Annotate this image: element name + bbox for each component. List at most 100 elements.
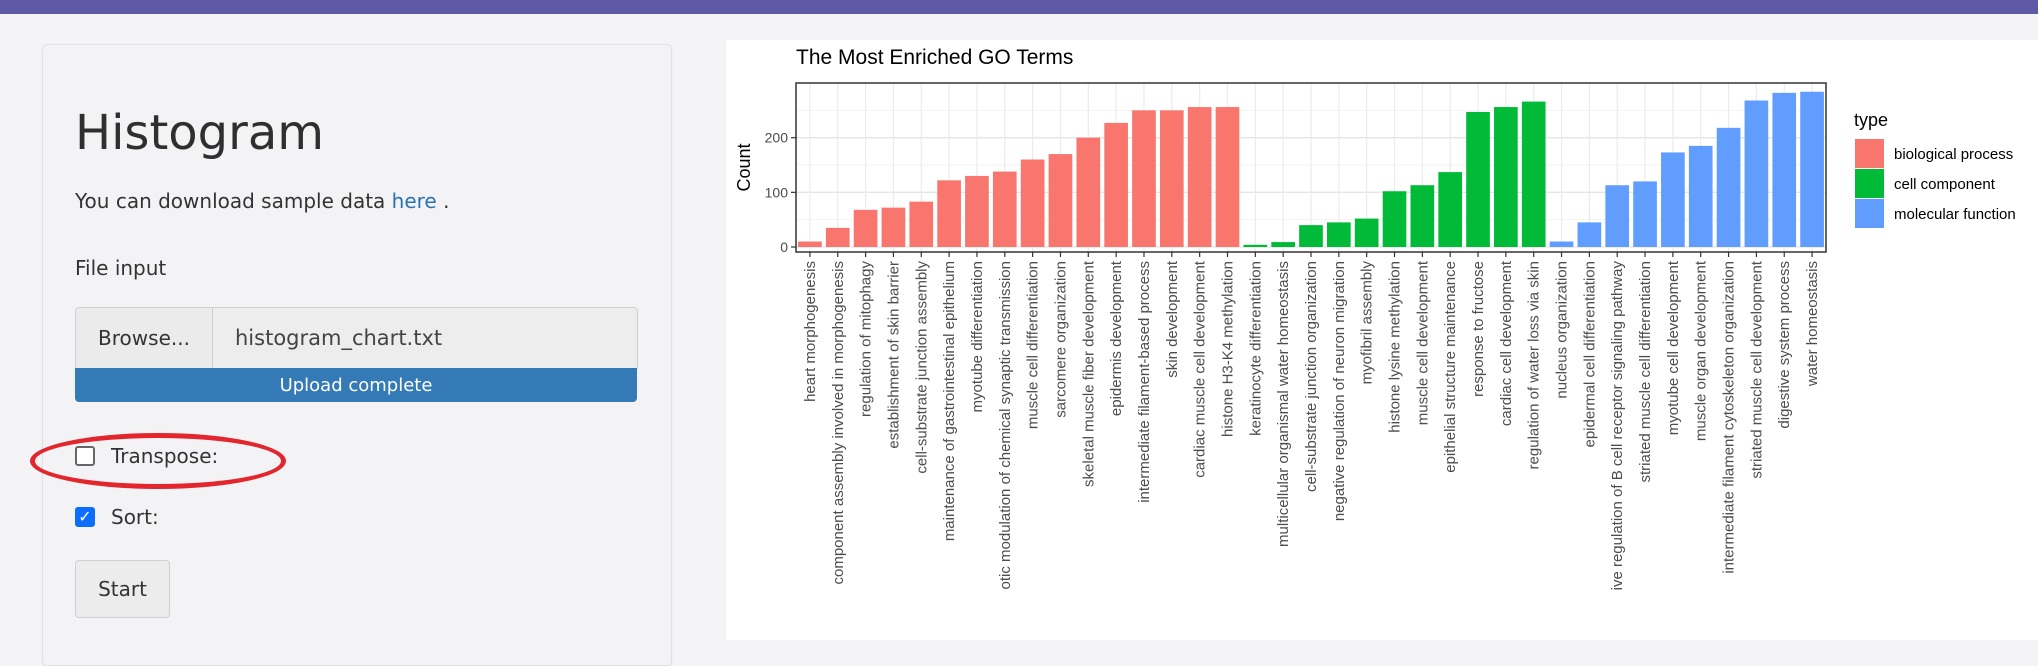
x-tick-label: ive regulation of B cell receptor signal… <box>1609 261 1626 591</box>
bar <box>1104 122 1128 247</box>
x-tick-label: muscle cell development <box>1414 260 1431 425</box>
bar <box>1048 154 1073 247</box>
sort-checkbox-row[interactable]: ✓ Sort: <box>75 505 159 529</box>
highlight-ellipse <box>30 433 286 489</box>
bar <box>1688 145 1713 247</box>
x-tick-label: epidermis development <box>1108 260 1125 416</box>
bar <box>1410 185 1435 247</box>
bar <box>1354 218 1379 247</box>
go-terms-bar-chart: 0 100 200 Count heart morphogenesis component… <box>734 82 2016 591</box>
download-link[interactable]: here <box>391 189 437 213</box>
x-tick-label: epithelial structure maintenance <box>1442 261 1459 473</box>
x-tick-label: muscle cell differentiation <box>1025 261 1042 429</box>
bar <box>1271 242 1295 247</box>
x-tick-label: skin development <box>1164 260 1181 378</box>
x-tick-label: muscle organ development <box>1693 260 1710 441</box>
x-tick-label: water homeostasis <box>1804 261 1821 387</box>
bar <box>909 201 934 247</box>
file-name-field[interactable]: histogram_chart.txt <box>235 326 443 350</box>
bar <box>1494 107 1518 247</box>
x-tick-label: cell-substrate junction assembly <box>913 261 930 474</box>
bar <box>992 171 1017 247</box>
upload-progress-bar: Upload complete <box>75 368 637 402</box>
x-tick-label: establishment of skin barrier <box>885 261 902 449</box>
x-tick-label: regulation of mitophagy <box>858 261 875 417</box>
x-tick-label: heart morphogenesis <box>802 261 819 402</box>
transpose-label: Transpose: <box>111 444 219 468</box>
bar <box>1466 111 1490 248</box>
bar <box>1020 159 1045 247</box>
x-tick-label: digestive system process <box>1776 261 1793 429</box>
bar <box>1327 222 1351 247</box>
bar <box>1299 225 1323 247</box>
x-tick-label: intermediate filament cytoskeleton organ… <box>1721 261 1738 574</box>
x-tick-label: cardiac muscle cell development <box>1192 260 1209 478</box>
download-prefix: You can download sample data <box>75 189 392 213</box>
bar <box>1661 152 1685 247</box>
x-tick-label: epidermal cell differentiation <box>1581 261 1598 448</box>
bar <box>1800 91 1824 247</box>
bar <box>853 209 878 247</box>
x-tick-label: striated muscle cell differentiation <box>1637 261 1654 483</box>
transpose-checkbox-row[interactable]: Transpose: <box>75 444 218 468</box>
x-tick-label: skeletal muscle fiber development <box>1080 260 1097 487</box>
legend-swatch <box>1855 169 1884 198</box>
x-tick-label: component assembly involved in morphogen… <box>830 261 847 585</box>
transpose-checkbox[interactable] <box>75 446 95 466</box>
file-input-label: File input <box>75 256 167 280</box>
y-tick-label: 200 <box>765 130 789 146</box>
x-tick-label: otic modulation of chemical synaptic tra… <box>997 261 1014 589</box>
bar <box>1633 181 1657 247</box>
top-navbar <box>0 0 2038 14</box>
bar <box>1132 110 1156 247</box>
bar <box>1243 244 1268 247</box>
x-tick-label: negative regulation of neuron migration <box>1331 261 1348 521</box>
bar <box>1215 107 1240 247</box>
x-tick-label: regulation of water loss via skin <box>1526 261 1543 469</box>
sort-checkbox[interactable]: ✓ <box>75 507 95 527</box>
legend-entry: molecular function <box>1894 206 2016 223</box>
bar <box>881 207 906 247</box>
browse-button[interactable]: Browse... <box>76 308 213 368</box>
bar <box>825 227 850 247</box>
x-tick-label: keratinocyte differentiation <box>1247 261 1264 436</box>
x-tick-label: cell-substrate junction organization <box>1303 261 1320 492</box>
start-button[interactable]: Start <box>75 560 170 618</box>
x-tick-label: maintenance of gastrointestinal epitheli… <box>941 261 958 541</box>
y-axis-label: Count <box>734 143 754 191</box>
x-tick-label: myotube cell development <box>1665 260 1682 435</box>
bar <box>1716 127 1741 247</box>
download-text: You can download sample data here . <box>75 189 449 213</box>
x-tick-label: histone H3-K4 methylation <box>1219 261 1236 437</box>
bar <box>965 175 989 247</box>
x-tick-label: myotube differentiation <box>969 261 986 413</box>
bar <box>1772 92 1797 247</box>
x-tick-label: nucleus organization <box>1554 261 1571 399</box>
legend-swatch <box>1855 139 1884 168</box>
bar <box>1076 137 1101 247</box>
chart-title: The Most Enriched GO Terms <box>796 46 1074 69</box>
y-tick-label: 0 <box>780 239 788 255</box>
bar <box>1187 107 1212 247</box>
bar <box>1605 185 1630 247</box>
x-tick-label: histone lysine methylation <box>1387 261 1404 433</box>
x-tick-label: striated muscle cell development <box>1748 260 1765 478</box>
sort-label: Sort: <box>111 505 159 529</box>
bar <box>1159 110 1184 247</box>
bar <box>1549 241 1574 247</box>
bar <box>1577 222 1602 247</box>
legend-entry: biological process <box>1894 146 2013 163</box>
x-tick-label: cardiac cell development <box>1498 260 1515 426</box>
bar <box>1438 172 1463 247</box>
x-tick-label: intermediate filament-based process <box>1136 261 1153 503</box>
upload-status: Upload complete <box>75 368 637 402</box>
x-tick-label: myofibril assembly <box>1359 261 1376 385</box>
legend-swatch <box>1855 199 1884 228</box>
bar <box>1382 191 1407 247</box>
page-title: Histogram <box>75 105 324 161</box>
y-tick-label: 100 <box>765 184 789 200</box>
download-suffix: . <box>436 189 450 213</box>
x-tick-label: sarcomere organization <box>1052 261 1069 418</box>
x-tick-label: multicellular organismal water homeostas… <box>1275 261 1292 547</box>
legend-entry: cell component <box>1894 176 1996 193</box>
